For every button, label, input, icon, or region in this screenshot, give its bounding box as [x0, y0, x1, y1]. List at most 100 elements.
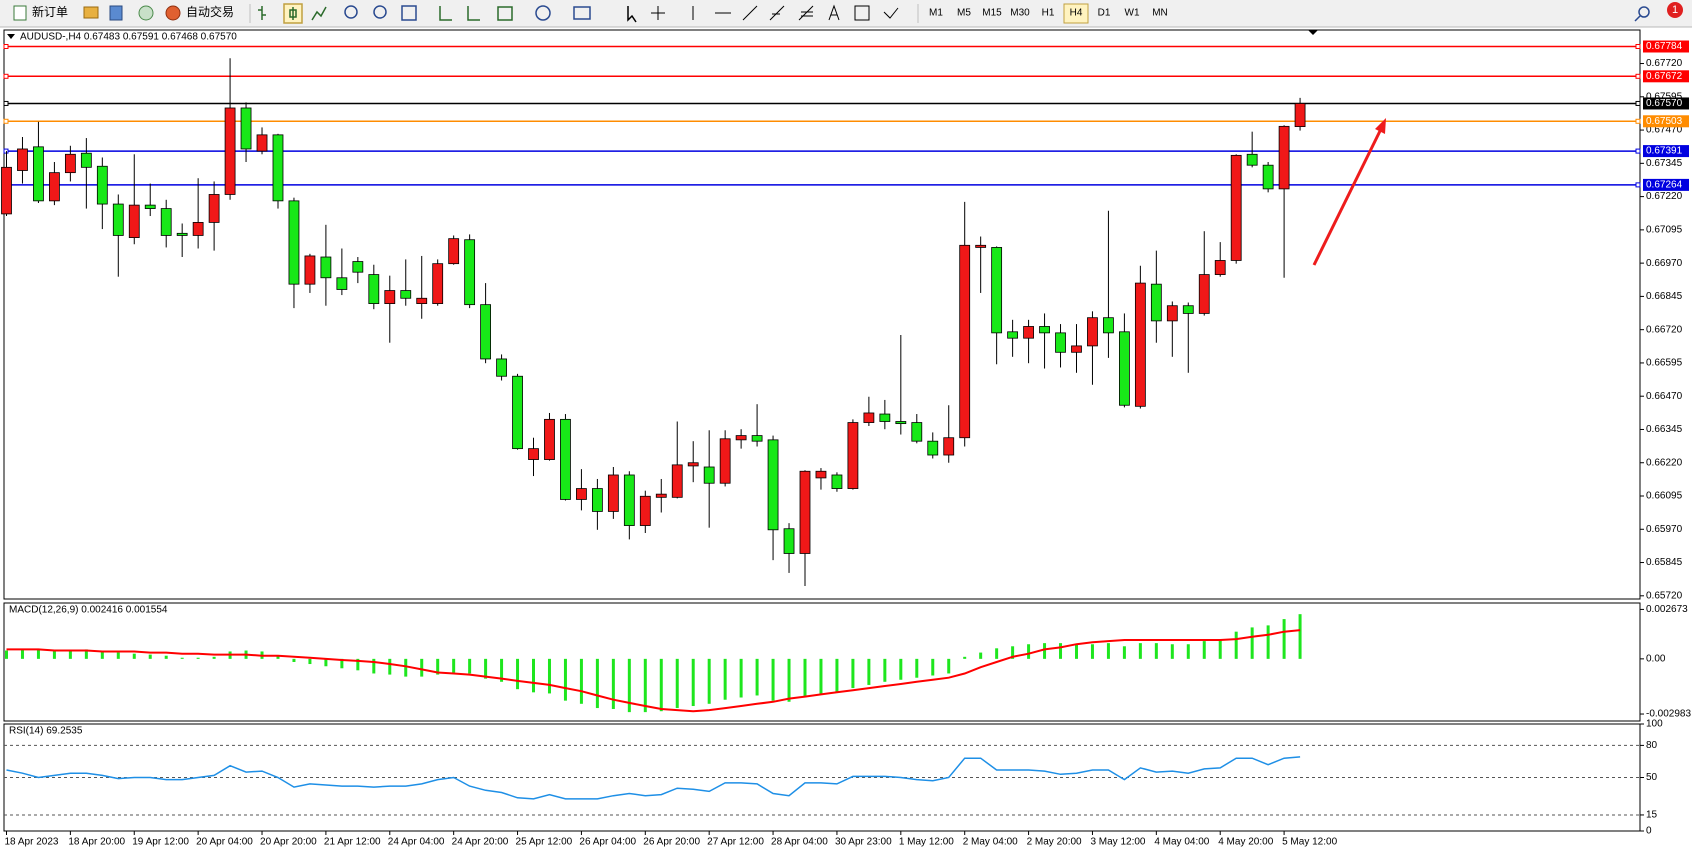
candle-body	[384, 290, 396, 304]
candle-body	[1246, 153, 1258, 166]
fibo-tool[interactable]	[798, 5, 814, 21]
price-line-handle	[3, 44, 9, 50]
channel-tool[interactable]	[769, 5, 785, 21]
timeframe-button[interactable]: H1	[1042, 8, 1055, 19]
candle-body	[1166, 305, 1178, 322]
bar-chart-tool[interactable]	[258, 6, 266, 20]
cursor-tool[interactable]	[627, 6, 637, 23]
candle-body	[831, 474, 843, 489]
timeframe-button[interactable]: M30	[1010, 8, 1030, 19]
candle-body	[879, 413, 891, 422]
x-tick-label: 28 Apr 04:00	[771, 837, 828, 848]
y-tick-label: 15	[1646, 810, 1658, 821]
zoom-in[interactable]	[344, 5, 358, 19]
notification-badge[interactable]	[1667, 2, 1683, 18]
candle-body	[911, 422, 923, 442]
candle-body	[927, 440, 939, 456]
new-order-button[interactable]: 新订单	[32, 4, 68, 19]
candle-body	[591, 488, 603, 512]
shift-tool[interactable]	[467, 6, 480, 21]
candle-body	[1198, 274, 1210, 314]
price-label: 0.67672	[1646, 71, 1683, 82]
line-tool[interactable]	[311, 6, 327, 21]
x-tick-label: 30 Apr 23:00	[835, 837, 892, 848]
candle-body	[1103, 317, 1114, 334]
candle-body	[176, 232, 188, 236]
timeframe-button[interactable]: M15	[982, 8, 1002, 19]
timeframe-button[interactable]: MN	[1152, 8, 1168, 19]
candle-body	[400, 290, 412, 299]
y-tick-label: 0.67595	[1646, 91, 1683, 102]
y-tick-label: 0.67345	[1646, 158, 1683, 169]
toolbar: 新订单 自动交易	[0, 0, 1692, 28]
toolbar-icon[interactable]	[83, 6, 99, 19]
candle-body	[719, 438, 731, 484]
chart-tools	[258, 3, 1650, 24]
indicators[interactable]	[497, 6, 513, 21]
zoom-out[interactable]	[373, 5, 387, 19]
toolbar-icon[interactable]	[138, 5, 154, 21]
price-line-handle	[3, 73, 9, 79]
trendline-tool[interactable]	[742, 5, 758, 21]
new-order-icon[interactable]	[13, 5, 27, 21]
symbol-menu[interactable]	[7, 34, 15, 39]
price-line-handle	[1635, 148, 1641, 154]
candle-body	[304, 255, 316, 285]
templates[interactable]	[573, 6, 591, 20]
pane-title: MACD(12,26,9) 0.002416 0.001554	[9, 605, 168, 616]
candle-tool[interactable]	[289, 7, 297, 20]
price-label: 0.67784	[1646, 41, 1683, 52]
timeframe-button[interactable]: D1	[1098, 8, 1111, 19]
candle-body	[623, 474, 635, 526]
y-tick-label: 0.66720	[1646, 324, 1683, 335]
x-tick-label: 26 Apr 20:00	[643, 837, 700, 848]
timeframe-button[interactable]: H4	[1070, 8, 1083, 19]
timeframe-button[interactable]: M1	[929, 8, 943, 19]
auto-trading-icon[interactable]	[165, 5, 181, 21]
auto-trading-button[interactable]: 自动交易	[186, 4, 234, 19]
price-line-handle	[1635, 100, 1641, 106]
candle-body	[1182, 305, 1194, 314]
price-line-handle	[1635, 118, 1641, 124]
candle-body	[512, 375, 523, 450]
x-tick-label: 18 Apr 2023	[5, 837, 59, 848]
x-tick-label: 18 Apr 20:00	[68, 837, 125, 848]
candle-body	[336, 277, 348, 290]
label-tool[interactable]	[854, 5, 870, 21]
candle-body	[1023, 326, 1034, 339]
arrow-shaft	[1312, 130, 1382, 266]
y-tick-label: 0.66845	[1646, 291, 1683, 302]
price-line-handle	[1635, 44, 1641, 50]
pane-frame	[3, 29, 1641, 600]
toolbar-icon[interactable]	[109, 5, 123, 21]
crosshair-tool[interactable]	[651, 6, 665, 20]
y-tick-label: 0.67095	[1646, 225, 1683, 236]
notification-count: 1	[1672, 4, 1678, 16]
timeframe-button[interactable]: M5	[957, 8, 971, 19]
tile-windows[interactable]	[401, 5, 417, 21]
y-tick-label: 0.00	[1646, 653, 1666, 664]
candle-body	[160, 208, 172, 236]
candle-body	[112, 203, 124, 236]
text-tool[interactable]	[828, 4, 840, 21]
pane-frame	[3, 602, 1641, 722]
y-tick-label: 0.002673	[1646, 604, 1688, 615]
candle-body	[448, 238, 460, 265]
search[interactable]	[1638, 6, 1650, 18]
candle-body	[655, 493, 667, 498]
candle-body	[607, 474, 619, 512]
candle-body	[1039, 326, 1050, 334]
candle-body	[1055, 332, 1066, 353]
arrows-tool[interactable]	[883, 7, 899, 19]
periods[interactable]	[535, 5, 551, 21]
candle-body	[1134, 282, 1146, 407]
pane-title: RSI(14) 69.2535	[9, 726, 83, 737]
y-tick-label: 0.67470	[1646, 125, 1683, 136]
x-tick-label: 20 Apr 04:00	[196, 837, 253, 848]
scroll-tool[interactable]	[439, 6, 452, 21]
candle-body	[767, 439, 779, 531]
price-line-handle	[1635, 73, 1641, 79]
timeframe-button[interactable]: W1	[1125, 8, 1140, 19]
